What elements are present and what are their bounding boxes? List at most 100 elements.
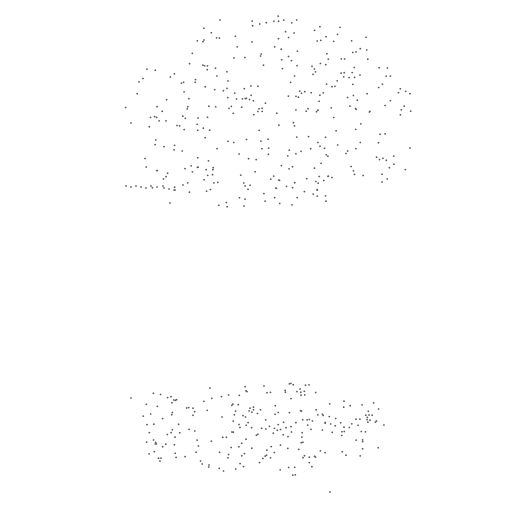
upper-cluster-dot xyxy=(409,147,411,149)
lower-cluster-dot xyxy=(174,399,177,402)
upper-cluster-dot xyxy=(325,200,327,203)
lower-cluster-dot xyxy=(231,431,233,433)
upper-cluster-dot xyxy=(216,75,218,77)
upper-cluster-dot xyxy=(174,189,176,191)
upper-cluster-dot xyxy=(238,153,241,155)
upper-cluster-dot xyxy=(300,150,302,153)
upper-cluster-dot xyxy=(356,99,359,102)
lower-cluster-dot xyxy=(349,404,352,407)
lower-cluster-dot xyxy=(260,427,263,430)
upper-cluster-dot xyxy=(156,186,158,188)
upper-cluster-dot xyxy=(293,75,296,77)
upper-cluster-dot xyxy=(269,178,272,181)
upper-cluster-dot xyxy=(261,107,263,110)
upper-cluster-dot xyxy=(255,158,258,161)
lower-cluster-dot xyxy=(269,391,272,394)
upper-cluster-dot xyxy=(336,33,339,36)
lower-cluster-dot xyxy=(343,430,346,433)
lower-cluster-dot xyxy=(240,442,243,445)
lower-cluster-dot xyxy=(142,415,145,417)
lower-cluster-dot xyxy=(152,392,155,395)
upper-cluster-dot xyxy=(260,140,262,143)
upper-cluster-dot xyxy=(248,98,251,101)
upper-cluster-dot xyxy=(343,58,346,60)
lower-cluster-dot xyxy=(230,404,233,407)
lower-cluster-dot xyxy=(308,418,311,421)
upper-cluster-dot xyxy=(186,105,189,108)
upper-cluster-dot xyxy=(348,76,350,79)
upper-cluster-dot xyxy=(145,187,147,189)
lower-cluster-dot xyxy=(270,445,273,448)
lower-cluster-dot xyxy=(192,407,194,410)
upper-cluster-dot xyxy=(207,105,210,108)
upper-cluster-dot xyxy=(213,88,216,91)
upper-cluster-dot xyxy=(323,147,326,150)
lower-cluster-dot xyxy=(245,424,248,427)
upper-cluster-dot xyxy=(388,166,391,169)
upper-cluster-dot xyxy=(202,64,204,66)
lower-cluster-dot xyxy=(250,426,253,429)
upper-cluster-dot xyxy=(273,46,276,48)
lower-cluster-dot xyxy=(359,455,362,457)
upper-cluster-dot xyxy=(184,167,186,170)
lower-cluster-dot xyxy=(306,424,309,426)
upper-cluster-dot xyxy=(219,19,221,21)
upper-cluster-dot xyxy=(377,141,380,144)
upper-cluster-dot xyxy=(319,62,322,65)
upper-cluster-dot xyxy=(285,185,288,188)
upper-cluster-dot xyxy=(319,145,321,148)
lower-cluster-dot xyxy=(277,423,280,426)
upper-cluster-dot xyxy=(258,23,261,25)
lower-cluster-dot xyxy=(342,406,345,409)
upper-cluster-dot xyxy=(350,40,353,42)
upper-cluster-dot xyxy=(228,107,230,110)
upper-cluster-dot xyxy=(366,92,368,95)
lower-cluster-dot xyxy=(274,413,276,416)
upper-cluster-dot xyxy=(207,160,210,162)
lower-cluster-dot xyxy=(287,435,289,438)
lower-cluster-dot xyxy=(286,447,289,450)
upper-cluster-dot xyxy=(296,64,298,67)
lower-cluster-dot xyxy=(348,426,351,429)
upper-cluster-dot xyxy=(381,181,383,183)
lower-cluster-dot xyxy=(242,465,245,468)
upper-cluster-dot xyxy=(251,41,253,43)
upper-cluster-dot xyxy=(183,128,186,131)
lower-cluster-dot xyxy=(277,411,280,414)
lower-cluster-dot xyxy=(297,448,300,451)
lower-cluster-dot xyxy=(302,441,304,444)
upper-cluster-dot xyxy=(130,186,132,188)
upper-cluster-dot xyxy=(305,110,308,113)
lower-cluster-dot xyxy=(301,431,304,434)
lower-cluster-dot xyxy=(322,414,325,417)
upper-cluster-dot xyxy=(354,128,357,131)
lower-cluster-dot xyxy=(383,424,385,426)
upper-cluster-dot xyxy=(352,170,355,172)
upper-cluster-dot xyxy=(227,140,229,143)
upper-cluster-dot xyxy=(124,106,127,109)
upper-cluster-dot xyxy=(342,76,345,78)
upper-cluster-dot xyxy=(169,76,172,78)
lower-cluster-dot xyxy=(225,436,228,439)
lower-cluster-dot xyxy=(173,443,176,446)
upper-cluster-dot xyxy=(154,139,157,141)
upper-cluster-dot xyxy=(214,106,217,108)
upper-cluster-dot xyxy=(205,168,208,171)
upper-cluster-dot xyxy=(233,57,235,59)
upper-cluster-dot xyxy=(293,32,295,34)
upper-cluster-dot xyxy=(182,184,184,186)
lower-cluster-dot xyxy=(350,423,353,425)
lower-cluster-dot xyxy=(245,389,247,392)
upper-cluster-dot xyxy=(244,56,246,59)
upper-cluster-dot xyxy=(232,141,235,144)
lower-cluster-dot xyxy=(155,443,158,445)
lower-cluster-dot xyxy=(184,455,187,458)
lower-cluster-dot xyxy=(185,407,188,409)
lower-cluster-dot xyxy=(171,411,174,414)
upper-cluster-dot xyxy=(295,109,297,111)
lower-cluster-dot xyxy=(234,410,237,412)
lower-cluster-dot xyxy=(233,413,236,416)
lower-cluster-dot xyxy=(152,423,155,426)
upper-cluster-dot xyxy=(226,205,229,208)
upper-cluster-dot xyxy=(385,159,388,162)
